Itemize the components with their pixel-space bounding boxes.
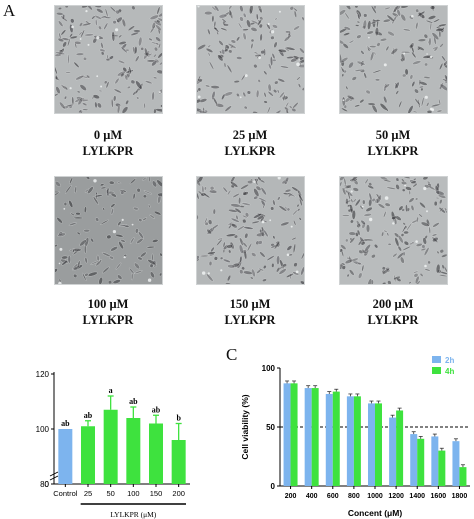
cell-texture [55,177,162,284]
panel-letter-a: A [3,1,16,20]
x-tick-label: 1800 [452,493,468,500]
group-label: LYLKPR (μM) [110,510,156,519]
x-tick-label: 50 [106,489,114,498]
x-tick-label: 1000 [367,493,383,500]
micrograph-image-1 [196,5,305,114]
y-tick-label: 0 [45,480,50,489]
bar-2h [325,393,333,486]
x-tick-label: Control [53,489,78,498]
y-tick-label: 0 [271,482,276,491]
x-tick-label: 100 [127,489,140,498]
panel-letter-c: C [226,345,238,364]
micrograph-caption-4: 150 μM LYLKPR [224,297,276,327]
micrograph-caption-1: 25 μM LYLKPR [224,128,276,158]
micrograph-image-3 [54,176,163,285]
y-tick-label: 80 [40,480,49,489]
bar-4h [311,388,319,486]
micrograph-caption-0: 0 μM LYLKPR [82,128,134,158]
bar-2h [304,388,312,486]
x-tick-label: 400 [306,493,318,500]
axis-break [49,475,59,481]
micrograph-image-5 [339,176,448,285]
bar-4h [438,450,446,486]
y-tick-label: 100 [36,425,50,434]
legend-label-4h: 4h [445,367,454,376]
y-axis-label: Cell viability (%) [240,394,250,459]
bar-2h [389,417,397,486]
significance-letter: ab [129,397,138,406]
chart-b-viability: 080 100 120 ab Control ab 25 a 50 ab 100 ab 150 b 200 L… [36,370,190,519]
bar [149,423,163,484]
bar-2h [431,436,439,486]
cell-texture [340,6,447,113]
y-tick-label: 50 [266,423,275,432]
x-tick-label: 1400 [409,493,425,500]
bar-4h [290,383,298,486]
bar-4h [332,391,340,486]
bar-4h [353,396,361,486]
bar [126,418,141,484]
cell-texture [197,177,304,284]
y-tick-label: 100 [262,364,276,373]
significance-letter: a [109,386,113,395]
legend-label-2h: 2h [445,356,454,365]
bar-2h [410,434,418,486]
legend-swatch-2h [432,356,441,363]
axis-break [49,471,59,477]
micrograph-caption-3: 100 μM LYLKPR [82,297,134,327]
x-tick-label: 800 [348,493,360,500]
significance-letter: ab [152,405,161,414]
bar [103,409,118,484]
x-tick-label: 1600 [431,493,447,500]
chart-c-viability: 0 50 100 200 400 600 800 1000 1200 1400 1600 1800 Ce… [240,356,470,518]
bar-4h [417,438,425,486]
bar-2h [368,403,375,486]
x-tick-label: 600 [327,493,339,500]
micrograph-image-0 [54,5,163,114]
bar [171,440,186,484]
significance-letter: b [176,414,181,423]
bar-2h [452,441,460,486]
x-axis-label: Concent (μM) [348,508,402,518]
bar-4h [396,410,404,486]
micrograph-caption-2: 50 μM LYLKPR [367,128,419,158]
bar-4h [459,467,467,486]
cell-texture [197,6,304,113]
micrograph-image-4 [196,176,305,285]
bar-2h [346,396,354,486]
significance-letter: ab [84,411,93,420]
x-tick-label: 1200 [388,493,404,500]
micrograph-caption-5: 200 μM LYLKPR [367,297,419,327]
x-tick-label: 200 [172,489,185,498]
micrograph-image-2 [339,5,448,114]
bar [58,429,73,484]
y-tick-label: 120 [36,370,50,379]
bar-2h [283,383,291,486]
x-tick-label: 25 [84,489,92,498]
x-tick-label: 150 [150,489,163,498]
significance-letter: ab [61,419,70,428]
cell-texture [340,177,447,284]
x-tick-label: 200 [285,493,297,500]
legend-swatch-4h [432,367,441,374]
bar [81,426,95,484]
cell-texture [55,6,162,113]
bar-4h [375,403,382,486]
